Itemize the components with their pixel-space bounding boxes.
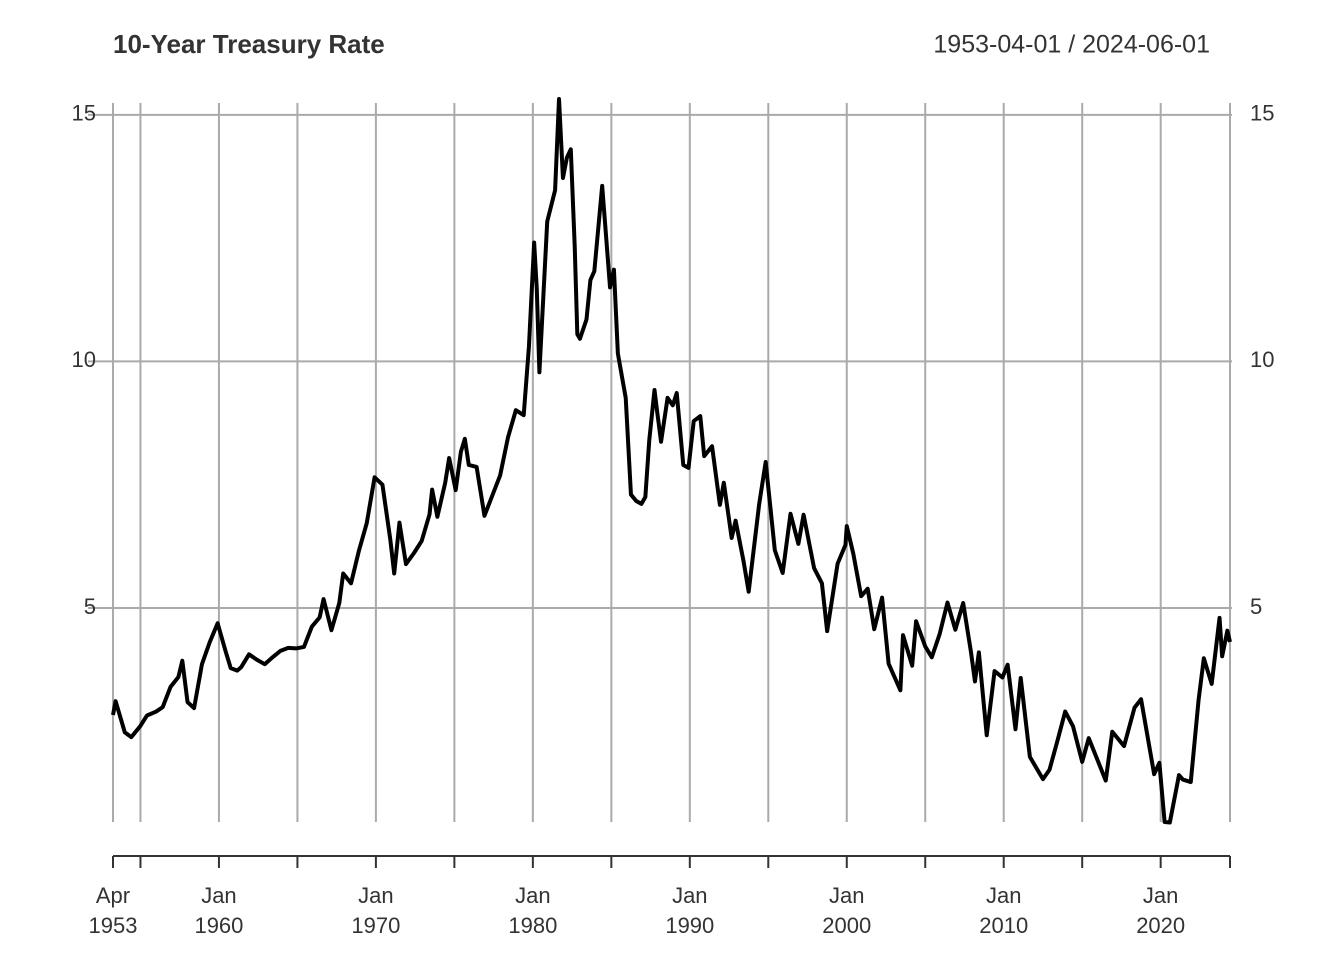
x-tick-label: Jan [829, 883, 864, 908]
x-tick-label: Jan [358, 883, 393, 908]
x-tick-label: Jan [515, 883, 550, 908]
x-tick-label: Jan [1143, 883, 1178, 908]
line-series [111, 97, 1232, 825]
y-tick-label-right: 5 [1250, 594, 1262, 619]
x-tick-label: 1980 [508, 913, 557, 938]
x-tick-label: 1970 [351, 913, 400, 938]
x-tick-label: 1990 [665, 913, 714, 938]
x-tick-label: 2000 [822, 913, 871, 938]
x-tick-label: 2010 [979, 913, 1028, 938]
chart-title: 10-Year Treasury Rate [113, 29, 385, 59]
x-tick-label: Jan [201, 883, 236, 908]
x-tick-label: Apr [96, 883, 130, 908]
y-tick-label-right: 10 [1250, 347, 1274, 372]
y-tick-label: 5 [84, 594, 96, 619]
y-tick-label-right: 15 [1250, 101, 1274, 126]
chart-subtitle: 1953-04-01 / 2024-06-01 [933, 31, 1210, 59]
x-tick-label: Jan [986, 883, 1021, 908]
x-tick-label: 1953 [89, 913, 138, 938]
x-tick-label: 2020 [1136, 913, 1185, 938]
x-tick-label: 1960 [194, 913, 243, 938]
y-tick-label: 10 [72, 347, 96, 372]
x-tick-label: Jan [672, 883, 707, 908]
y-tick-label: 15 [72, 101, 96, 126]
